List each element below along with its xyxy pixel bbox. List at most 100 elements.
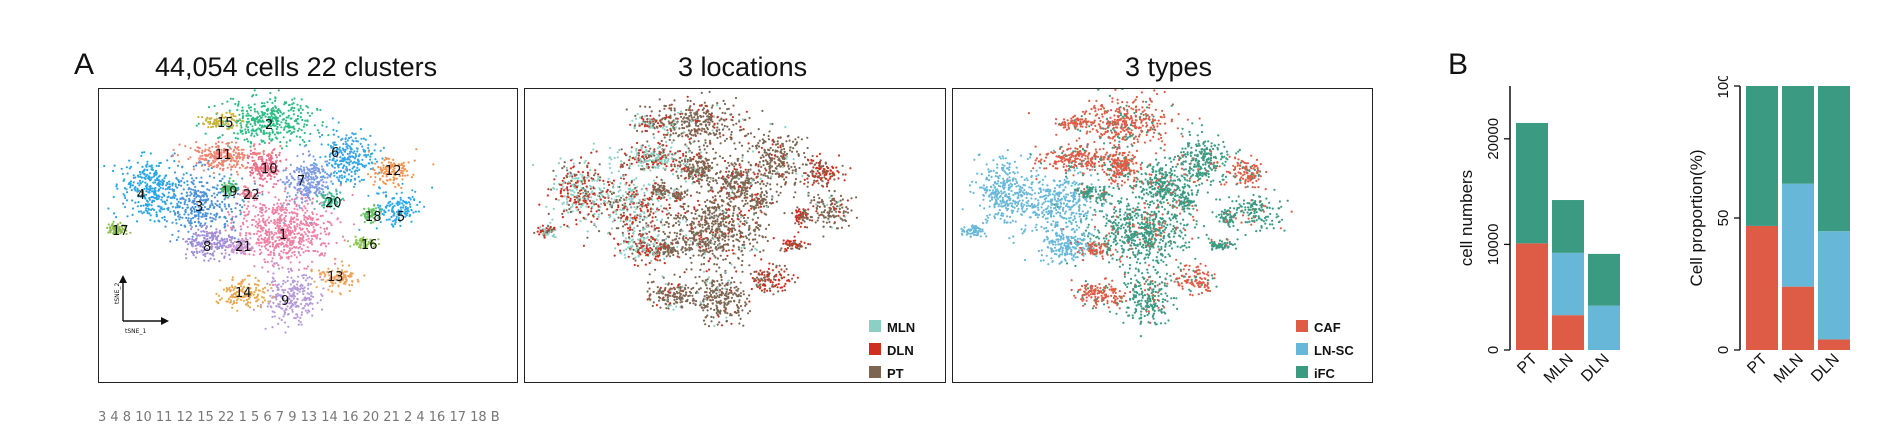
cluster-label-8: 8: [203, 240, 211, 255]
cluster-label-3: 3: [195, 200, 203, 215]
loc-pts-group-8: [613, 224, 670, 267]
y-axis-label: cell numbers: [1457, 170, 1476, 266]
legend-label-dln: DLN: [887, 343, 914, 358]
type-pts-group-19: [1074, 182, 1097, 200]
tsne-locations-plot: MLN DLN PT: [524, 88, 946, 383]
y-axis-label: Cell proportion(%): [1687, 150, 1706, 287]
legend-label-caf: CAF: [1314, 320, 1341, 335]
tsne-types-canvas: CAF LN-SC iFC: [960, 89, 1354, 381]
cluster-label-9: 9: [281, 294, 289, 309]
type-pts-group-6: [1166, 122, 1241, 201]
tsne-locations-canvas: MLN DLN PT: [532, 90, 915, 381]
x-category-label-pt: PT: [1744, 351, 1771, 378]
legend-swatch-ifc: [1296, 366, 1308, 378]
cluster-21-points: [222, 237, 254, 261]
cluster-label-15: 15: [217, 116, 234, 131]
tsne-clusters-plot: 1 2 3 4 5 6 7 8 9 10 11 12 13 14 15 16 17 18 19 20 21 22 tSNE…: [98, 88, 518, 383]
x-category-label-dln: DLN: [1578, 351, 1613, 386]
legend-label-pt: PT: [887, 366, 904, 381]
cluster-label-22: 22: [243, 188, 260, 203]
loc-pts-group-6: [744, 122, 819, 206]
type-pts-group-3: [987, 149, 1126, 262]
tsne-types-plot: CAF LN-SC iFC: [952, 88, 1373, 383]
type-pts-group-5: [1218, 188, 1293, 241]
cluster-label-2: 2: [265, 118, 273, 133]
bar-pt-segment-0: [1746, 225, 1778, 350]
cluster-2-points: [195, 89, 330, 150]
bar-mln-segment-2: [1552, 200, 1584, 253]
loc-pts-group-22: [668, 187, 689, 203]
loc-pts-group-12: [803, 152, 852, 193]
loc-pts-group-5: [800, 189, 858, 238]
type-pts-group-22: [1094, 185, 1111, 204]
cluster-label-13: 13: [327, 270, 344, 285]
cluster-18-points: [360, 203, 383, 225]
bar-dln-segment-0: [1818, 339, 1850, 350]
loc-pts-group-1: [637, 170, 786, 289]
bar-dln-segment-1: [1588, 305, 1620, 350]
cluster-22-points: [238, 185, 257, 199]
cluster-label-14: 14: [235, 286, 252, 301]
type-pts-group-10: [1102, 143, 1144, 191]
y-tick-label-1: 10000: [1485, 224, 1502, 266]
bar-mln-segment-1: [1552, 252, 1584, 316]
y-tick-label-0: 0: [1485, 346, 1502, 354]
bar-mln-segment-1: [1782, 183, 1814, 287]
legend-label-mln: MLN: [887, 320, 915, 335]
cluster-10-points: [246, 141, 288, 193]
cluster-label-5: 5: [397, 210, 405, 225]
loc-pts-group-15: [629, 113, 679, 136]
cluster-12-points: [367, 148, 435, 190]
x-category-label-pt: PT: [1514, 351, 1541, 378]
cluster-label-4: 4: [137, 188, 145, 203]
legend-swatch-mln: [869, 320, 881, 332]
loc-pts-group-11: [592, 136, 705, 178]
cluster-9-points: [252, 250, 325, 334]
type-pts-group-16: [1209, 238, 1238, 251]
cluster-14-points: [215, 274, 275, 312]
y-tick-label-1: 50: [1715, 210, 1732, 227]
type-pts-group-17: [960, 222, 988, 238]
cluster-label-21: 21: [235, 240, 252, 255]
cluster-label-1: 1: [279, 228, 287, 243]
type-pts-group-21: [1070, 239, 1115, 262]
loc-pts-group-2: [625, 90, 772, 164]
type-pts-group-20: [1171, 189, 1198, 211]
cluster-label-12: 12: [385, 164, 402, 179]
loc-pts-group-16: [780, 235, 812, 253]
type-pts-group-2: [1027, 89, 1201, 161]
cluster-11-points: [171, 140, 282, 176]
cluster-4-points: [103, 151, 189, 223]
cluster-label-16: 16: [361, 238, 378, 253]
legend-label-lnsc: LN-SC: [1314, 343, 1354, 358]
types-legend: CAF LN-SC iFC: [1296, 320, 1354, 381]
bar-pt-segment-2: [1516, 122, 1548, 244]
cluster-label-11: 11: [215, 148, 232, 163]
loc-pts-group-21: [651, 236, 687, 261]
type-pts-group-12: [1218, 154, 1268, 191]
legend-swatch-caf: [1296, 320, 1308, 332]
legend-label-ifc: iFC: [1314, 366, 1336, 381]
bar-mln-segment-2: [1782, 86, 1814, 184]
loc-pts-group-19: [649, 178, 669, 201]
y-tick-label-0: 0: [1715, 346, 1732, 354]
clusters-title: 44,054 cells 22 clusters: [155, 52, 438, 82]
footer-text: 3 4 8 10 11 12 15 22 1 5 6 7 9 13 14 16 …: [98, 410, 500, 425]
bar-pt-segment-2: [1746, 86, 1778, 226]
panel-letter-b: B: [1448, 48, 1469, 81]
cluster-3-points: [122, 152, 264, 250]
type-pts-group-11: [1029, 139, 1158, 181]
x-category-label-mln: MLN: [1541, 351, 1577, 387]
loc-pts-group-13: [741, 262, 799, 303]
type-pts-group-14: [1070, 277, 1135, 310]
y-tick-label-2: 20000: [1485, 118, 1502, 160]
bar-pt-segment-0: [1516, 243, 1548, 350]
loc-pts-group-20: [743, 191, 774, 216]
panel-letter-a: A: [74, 48, 95, 81]
cluster-16-points: [346, 235, 381, 250]
types-title: 3 types: [1125, 52, 1213, 82]
bar-dln-segment-2: [1818, 86, 1850, 232]
type-pts-group-13: [1172, 262, 1218, 297]
cluster-label-6: 6: [331, 146, 339, 161]
